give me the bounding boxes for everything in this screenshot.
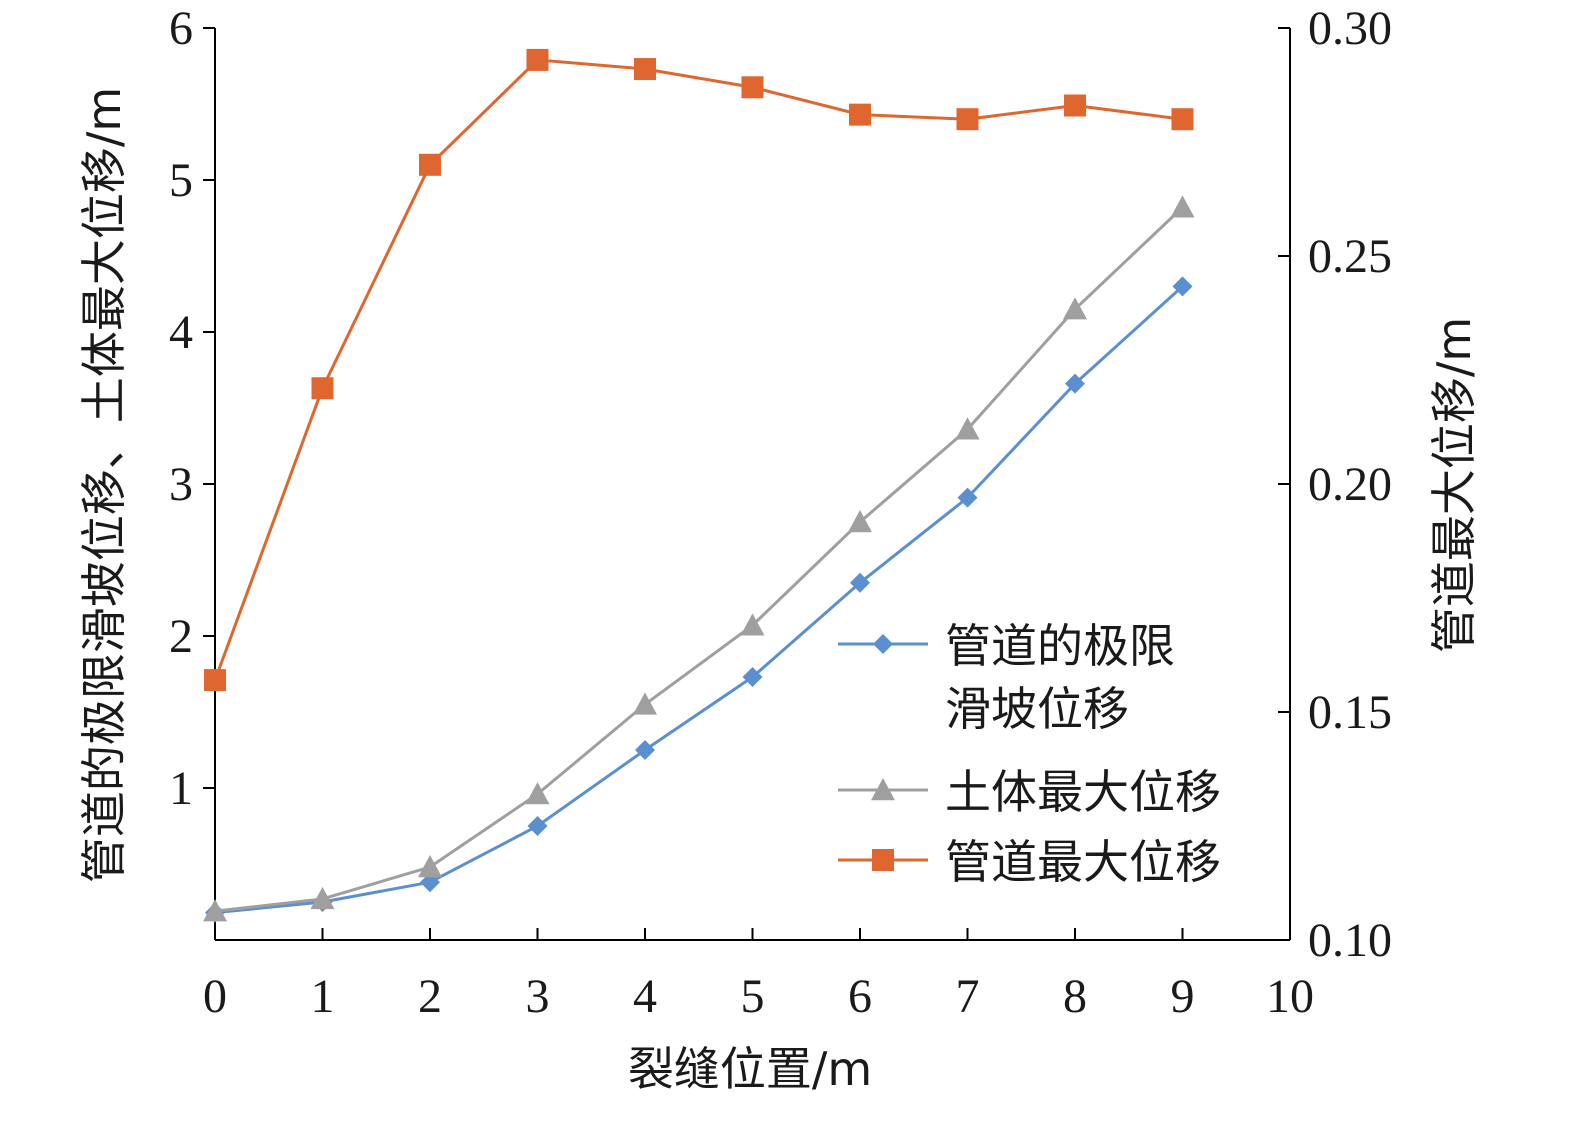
data-point: [418, 855, 442, 878]
legend-label: 滑坡位移: [945, 682, 1129, 736]
series-line: [214, 206, 1184, 913]
x-tick-label: 3: [526, 970, 550, 1023]
data-point: [311, 377, 334, 400]
series-3: [204, 48, 1194, 692]
legend-item: 管道的极限滑坡位移: [838, 619, 1175, 736]
data-point: [1171, 108, 1194, 131]
x-tick-label: 4: [633, 970, 657, 1023]
data-point: [848, 510, 872, 533]
x-tick-label: 1: [311, 970, 335, 1023]
data-point: [310, 886, 335, 910]
x-tick-label: 8: [1063, 970, 1087, 1023]
y-right-tick-label: 0.20: [1308, 458, 1392, 511]
data-point: [204, 669, 226, 692]
data-point: [526, 48, 549, 71]
y-left-tick-label: 1: [169, 762, 193, 815]
data-point: [957, 487, 978, 508]
data-point: [956, 108, 979, 131]
x-tick-label: 9: [1171, 970, 1195, 1023]
legend-label: 管道的极限: [945, 619, 1175, 673]
legend-marker: [873, 634, 893, 654]
data-point: [634, 58, 656, 81]
x-tick-label: 10: [1266, 970, 1314, 1023]
x-tick-label: 2: [418, 970, 442, 1023]
y-right-tick-label: 0.25: [1308, 230, 1392, 283]
y-right-tick-label: 0.30: [1308, 2, 1392, 55]
data-point: [633, 692, 657, 715]
data-point: [1063, 297, 1087, 320]
data-point: [1065, 373, 1085, 394]
y-axis-left-title: 管道的极限滑坡位移、土体最大位移/m: [77, 87, 131, 883]
series-line: [213, 58, 1183, 681]
data-point: [1172, 276, 1193, 297]
y-right-tick-label: 0.15: [1308, 686, 1392, 739]
data-point: [850, 572, 870, 593]
data-point: [525, 782, 550, 805]
data-point: [419, 153, 441, 176]
y-left-tick-label: 6: [169, 2, 193, 55]
y-left-tick-label: 3: [169, 458, 193, 511]
data-point: [741, 76, 764, 99]
x-tick-label: 7: [956, 970, 980, 1023]
legend-item: 管道最大位移: [838, 835, 1221, 889]
y-left-tick-label: 5: [169, 154, 193, 207]
x-tick-label: 5: [741, 970, 765, 1023]
legend-marker: [871, 778, 895, 801]
data-point: [203, 899, 227, 922]
data-point: [740, 613, 765, 636]
ticks: 0 1 2 3 4 5 6 7 8 9 10 1 2 3 4 5 6 0.10 0.15 0.20 0.25 0.30: [169, 2, 1392, 1023]
series-line: [214, 285, 1184, 915]
series-layer: [203, 48, 1195, 923]
data-point: [849, 103, 871, 126]
y-left-tick-label: 4: [169, 306, 193, 359]
y-left-tick-label: 2: [169, 610, 193, 663]
y-right-tick-label: 0.10: [1308, 914, 1392, 967]
x-tick-label: 0: [203, 970, 227, 1023]
data-point: [635, 740, 655, 760]
legend-item: 土体最大位移: [838, 765, 1221, 819]
series-1: [205, 276, 1193, 923]
series-2: [203, 195, 1195, 922]
data-point: [1064, 94, 1086, 117]
legend-label: 土体最大位移: [945, 765, 1221, 819]
legend-marker: [872, 849, 894, 871]
data-point: [955, 417, 980, 440]
x-tick-label: 6: [848, 970, 872, 1023]
data-point: [527, 816, 548, 836]
data-point: [1170, 195, 1195, 218]
x-axis-title: 裂缝位置/m: [628, 1042, 872, 1096]
data-point: [742, 667, 763, 688]
y-axis-right-title: 管道最大位移/m: [1427, 317, 1481, 653]
legend-label: 管道最大位移: [945, 835, 1221, 889]
